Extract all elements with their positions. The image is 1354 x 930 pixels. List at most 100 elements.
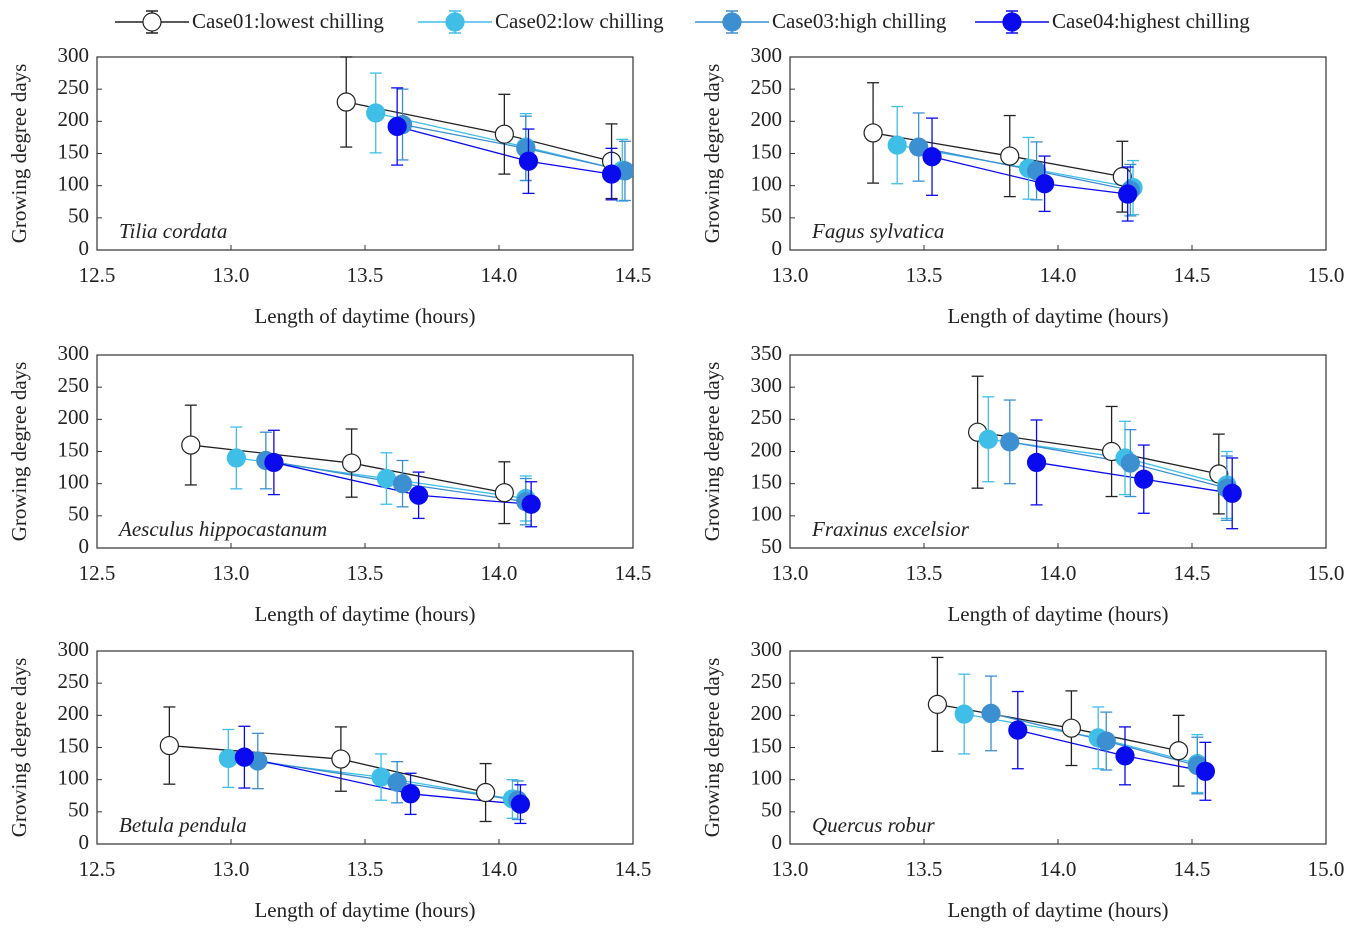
x-tick-label: 13.0 xyxy=(772,561,809,585)
y-axis-label: Growing degree days xyxy=(7,362,31,542)
x-tick-label: 13.5 xyxy=(347,857,384,881)
x-tick-label: 12.5 xyxy=(79,857,116,881)
y-tick-label: 200 xyxy=(751,437,783,461)
data-point xyxy=(909,137,929,157)
y-tick-label: 300 xyxy=(58,43,90,67)
y-tick-label: 0 xyxy=(79,236,90,260)
data-point xyxy=(954,704,974,724)
panel: 0 50 100 150 200 250 300 13.0 13.5 14.0 14.5 15.0 Le… xyxy=(700,43,1345,328)
data-point xyxy=(494,483,514,503)
y-tick-label: 250 xyxy=(58,669,90,693)
data-point xyxy=(1061,718,1082,738)
data-point xyxy=(234,747,254,767)
data-point xyxy=(1026,452,1047,473)
y-tick-label: 200 xyxy=(58,405,90,429)
series-line xyxy=(872,132,1123,178)
data-point xyxy=(1008,720,1028,740)
data-point xyxy=(981,703,1001,724)
plot-content xyxy=(181,404,541,528)
data-point xyxy=(1134,469,1154,489)
plot-content xyxy=(927,656,1216,801)
x-tick-label: 12.5 xyxy=(79,561,116,585)
y-tick-label: 300 xyxy=(58,637,90,661)
legend-marker xyxy=(142,12,162,32)
data-point xyxy=(371,767,391,787)
x-tick-label: 15.0 xyxy=(1308,857,1345,881)
data-point xyxy=(400,784,421,804)
panel: 0 50 100 150 200 250 300 13.0 13.5 14.0 14.5 15.0 Le… xyxy=(700,637,1345,922)
data-point xyxy=(264,452,284,473)
series-line xyxy=(346,101,612,162)
legend-marker xyxy=(722,12,742,32)
x-tick-label: 14.0 xyxy=(481,857,518,881)
data-point xyxy=(366,103,386,123)
x-tick-label: 14.0 xyxy=(1040,263,1077,287)
data-point xyxy=(1000,146,1020,166)
species-label: Tilia cordata xyxy=(119,219,227,243)
x-tick-label: 13.5 xyxy=(906,263,943,287)
y-tick-label: 350 xyxy=(751,341,783,365)
y-tick-label: 0 xyxy=(79,830,90,854)
y-tick-label: 250 xyxy=(751,669,783,693)
y-axis-label: Growing degree days xyxy=(7,64,31,244)
x-tick-label: 14.5 xyxy=(615,561,652,585)
panel: 0 50 100 150 200 250 300 12.5 13.0 13.5 14.0 14.5 Le… xyxy=(7,637,652,922)
data-point xyxy=(1168,741,1189,761)
x-tick-label: 14.5 xyxy=(615,263,652,287)
data-point xyxy=(1115,746,1135,766)
data-point xyxy=(226,448,246,468)
data-point xyxy=(336,92,356,112)
legend-marker xyxy=(1002,12,1022,32)
data-point xyxy=(1096,731,1116,751)
y-tick-label: 100 xyxy=(58,765,90,789)
x-tick-label: 13.5 xyxy=(347,561,384,585)
series-line xyxy=(937,703,1179,752)
species-label: Fagus sylvatica xyxy=(811,219,944,243)
x-tick-label: 14.0 xyxy=(481,561,518,585)
data-point xyxy=(409,485,429,505)
y-axis-label: Growing degree days xyxy=(7,658,31,838)
y-tick-label: 200 xyxy=(58,701,90,725)
species-label: Fraxinus excelsior xyxy=(811,517,970,541)
y-axis-label: Growing degree days xyxy=(700,658,724,838)
data-point xyxy=(518,151,539,171)
species-label: Betula pendula xyxy=(119,813,247,837)
y-tick-label: 150 xyxy=(751,469,783,493)
data-point xyxy=(1118,184,1138,204)
x-tick-label: 13.5 xyxy=(906,561,943,585)
series-line xyxy=(402,123,626,172)
data-point xyxy=(863,123,883,143)
legend-label: Case03:high chilling xyxy=(772,9,947,33)
data-point xyxy=(342,453,362,473)
y-tick-label: 150 xyxy=(751,733,783,757)
data-point xyxy=(159,735,179,756)
x-tick-label: 13.0 xyxy=(213,561,250,585)
y-tick-label: 100 xyxy=(751,171,783,195)
y-tick-label: 150 xyxy=(58,733,90,757)
data-point xyxy=(887,135,907,155)
y-axis-label: Growing degree days xyxy=(700,362,724,542)
y-tick-label: 200 xyxy=(751,701,783,725)
data-point xyxy=(392,474,413,494)
legend-marker xyxy=(445,12,465,32)
y-tick-label: 50 xyxy=(68,502,89,526)
x-tick-label: 13.0 xyxy=(772,263,809,287)
data-point xyxy=(1195,761,1216,781)
data-point xyxy=(510,794,531,814)
data-point xyxy=(376,468,397,489)
legend-label: Case02:low chilling xyxy=(495,9,664,33)
y-tick-label: 0 xyxy=(772,236,783,260)
y-tick-label: 150 xyxy=(751,139,783,163)
y-tick-label: 300 xyxy=(751,43,783,67)
x-tick-label: 15.0 xyxy=(1308,561,1345,585)
x-tick-label: 13.0 xyxy=(772,857,809,881)
y-tick-label: 50 xyxy=(68,204,89,228)
x-tick-label: 14.5 xyxy=(1174,561,1211,585)
y-tick-label: 250 xyxy=(58,373,90,397)
x-tick-label: 14.5 xyxy=(1174,263,1211,287)
data-point xyxy=(1000,432,1020,452)
y-tick-label: 0 xyxy=(772,830,783,854)
y-tick-label: 150 xyxy=(58,437,90,461)
data-point xyxy=(922,147,942,167)
y-tick-label: 250 xyxy=(58,75,90,99)
